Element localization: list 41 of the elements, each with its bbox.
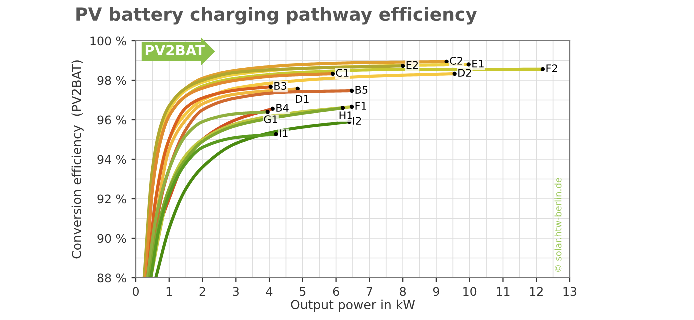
x-tick-label: 5 [300,287,306,296]
series-label: E1 [472,60,484,68]
series-label: D2 [458,69,472,77]
x-axis-title: Output power in kW [291,300,416,312]
y-tick-label: 94 % [98,155,126,164]
y-tick-label: 96 % [98,116,126,125]
x-tick-label: 12 [530,287,543,296]
series-label: C2 [450,57,462,65]
series-label: G1 [264,116,278,124]
x-tick-label: 13 [564,287,577,296]
x-tick-label: 9 [433,287,440,296]
series-label: I1 [280,130,288,138]
x-tick-label: 10 [464,287,477,296]
y-tick-label: 98 % [98,76,126,86]
series-label: F1 [356,102,366,110]
series-label: B4 [276,104,289,112]
series-label: F2 [546,64,558,72]
y-tick-label: 100 % [90,36,126,46]
x-tick-label: 8 [400,287,406,296]
y-tick-label: 88 % [98,274,126,283]
y-tick-label: 90 % [98,234,126,244]
chart-title: PV battery charging pathway efficiency [76,7,478,25]
series-label: I2 [353,117,362,125]
x-tick-label: 3 [233,287,239,296]
x-tick-label: 4 [266,287,273,296]
x-tick-label: 11 [497,287,510,296]
y-tick-label: 92 % [98,194,126,204]
series-label: B3 [274,82,287,90]
series-label: E2 [406,61,418,69]
x-tick-label: 6 [333,287,340,296]
x-tick-label: 0 [133,287,139,296]
series-label: C1 [336,69,349,78]
annotation: PV2BAT [146,45,205,56]
y-axis-title: Conversion efficiency (PV2BAT) [72,60,84,259]
x-tick-label: 2 [200,287,206,296]
series-label: H1 [340,112,352,120]
series-label: D1 [296,95,309,103]
series-label: B5 [356,86,368,94]
x-tick-label: 1 [166,287,172,296]
annotation: © solar.htw-berlin.de [554,178,562,272]
x-tick-label: 7 [366,287,372,296]
